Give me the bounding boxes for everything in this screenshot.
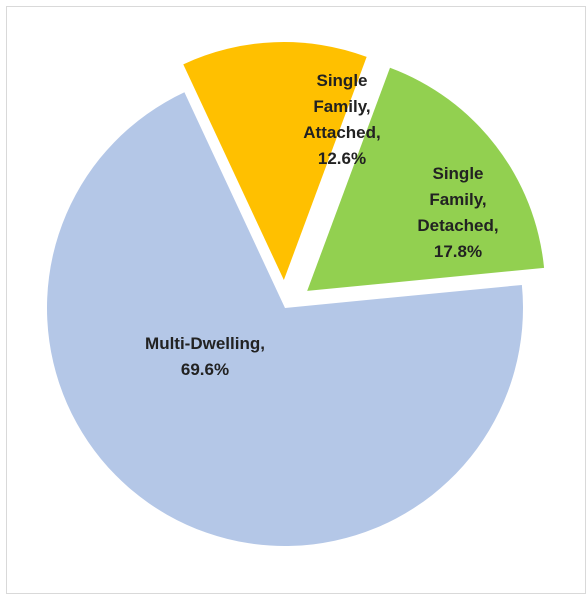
slice-label-multi-dwelling: Multi-Dwelling, 69.6% bbox=[145, 334, 265, 379]
slice-label-line: Multi-Dwelling, bbox=[145, 334, 265, 353]
slice-label-single-family-attached: Single Family, Attached, 12.6% bbox=[303, 71, 380, 168]
slice-label-line: Family, bbox=[429, 190, 486, 209]
slice-label-line: Family, bbox=[313, 97, 370, 116]
slice-label-single-family-detached: Single Family, Detached, 17.8% bbox=[417, 164, 498, 261]
slice-label-line: 17.8% bbox=[434, 242, 482, 261]
slice-label-line: 12.6% bbox=[318, 149, 366, 168]
pie-slices bbox=[47, 42, 545, 547]
slice-label-line: Detached, bbox=[417, 216, 498, 235]
pie-slice-multi-dwelling bbox=[47, 92, 524, 547]
slice-label-line: 69.6% bbox=[181, 360, 229, 379]
slice-label-line: Single bbox=[316, 71, 367, 90]
pie-slice-single-family-detached bbox=[307, 67, 545, 291]
pie-slice-single-family-attached bbox=[183, 42, 367, 281]
slice-label-line: Single bbox=[432, 164, 483, 183]
pie-labels: Single Family, Attached, 12.6% Single Family,… bbox=[145, 71, 499, 379]
slice-label-line: Attached, bbox=[303, 123, 380, 142]
